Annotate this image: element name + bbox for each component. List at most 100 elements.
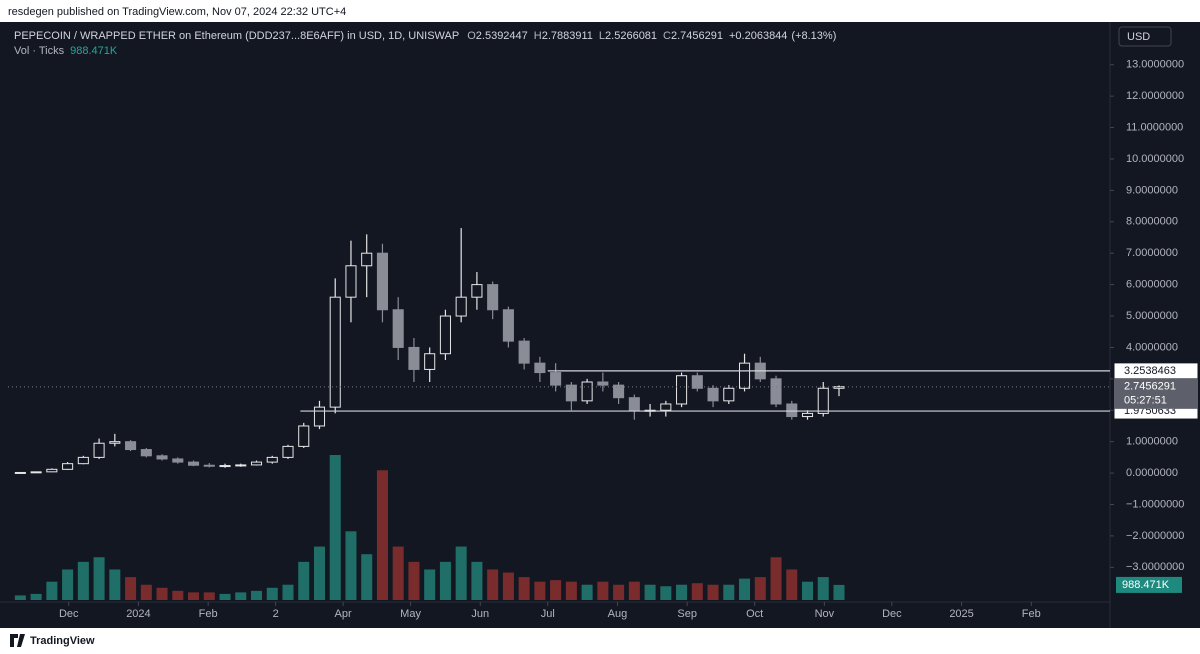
y-tick-label: 9.0000000 xyxy=(1126,184,1178,196)
volume-bar xyxy=(77,561,89,600)
volume-bar xyxy=(502,572,514,600)
volume-bar xyxy=(833,584,845,600)
symbol: PEPECOIN / WRAPPED ETHER on Ethereum (DD… xyxy=(14,30,459,42)
volume-bar xyxy=(786,569,798,600)
candle-body xyxy=(93,442,105,458)
candle-body xyxy=(298,425,310,447)
candle-body xyxy=(30,471,42,474)
symbol-line: PEPECOIN / WRAPPED ETHER on Ethereum (DD… xyxy=(14,30,836,42)
x-tick-label: 2025 xyxy=(949,608,973,620)
chart-pane xyxy=(0,22,1200,628)
y-tick-label: 12.0000000 xyxy=(1126,90,1184,102)
published-note: resdegen published on TradingView.com, N… xyxy=(8,6,346,18)
candle-body xyxy=(188,461,200,466)
volume-title: Vol · Ticks xyxy=(14,45,65,57)
y-tick-label: 5.0000000 xyxy=(1126,310,1178,322)
candle-body xyxy=(392,309,404,348)
y-tick-label: −1.0000000 xyxy=(1126,498,1184,510)
y-tick-label: 8.0000000 xyxy=(1126,216,1178,228)
candle-body xyxy=(471,284,483,298)
x-tick-label: Oct xyxy=(746,608,763,620)
candle-body xyxy=(424,353,436,370)
volume-bar xyxy=(754,577,766,600)
x-tick-label: Aug xyxy=(608,608,628,620)
candle-body xyxy=(707,387,719,402)
y-tick-label: 1.0000000 xyxy=(1126,436,1178,448)
y-tick-label: 6.0000000 xyxy=(1126,279,1178,291)
x-tick-label: 2 xyxy=(273,608,279,620)
ohlc-value: 2.7456291 xyxy=(671,30,723,42)
y-tick-label: 4.0000000 xyxy=(1126,341,1178,353)
currency-button[interactable] xyxy=(1118,26,1172,47)
volume-bar xyxy=(361,554,373,600)
brand: TradingView xyxy=(30,635,95,647)
volume-bar xyxy=(93,557,105,600)
candle-body xyxy=(345,265,357,298)
volume-bar xyxy=(770,557,782,600)
volume-bar xyxy=(282,584,294,600)
ohlc-letter: L xyxy=(599,30,605,42)
candle-body xyxy=(250,461,263,466)
candle-body xyxy=(770,378,782,405)
volume-bar xyxy=(251,590,263,600)
candle-body xyxy=(676,375,688,405)
volume-bar xyxy=(392,546,404,600)
candle-body xyxy=(613,384,625,399)
volume-bar xyxy=(376,470,388,600)
candle-body xyxy=(77,456,89,465)
candle-body xyxy=(628,397,640,411)
volume-bar xyxy=(581,584,593,600)
volume-bar xyxy=(550,580,562,600)
x-tick-label: Jun xyxy=(471,608,489,620)
ohlc-letter: H xyxy=(534,30,542,42)
candle-body xyxy=(361,252,373,267)
volume-bar xyxy=(203,592,215,600)
x-tick-label: May xyxy=(400,608,421,620)
candle-body xyxy=(109,441,121,444)
candle-body xyxy=(46,468,58,473)
candle-body xyxy=(739,362,751,389)
candle-body xyxy=(235,464,247,467)
last-volume-box xyxy=(1116,576,1182,593)
candle-body xyxy=(125,441,137,451)
x-tick-label: Sep xyxy=(677,608,697,620)
y-tick-label: 7.0000000 xyxy=(1126,247,1178,259)
candle-body xyxy=(723,387,735,402)
volume-bar xyxy=(156,587,168,600)
volume-bar xyxy=(739,578,751,600)
volume-bar xyxy=(518,577,530,600)
volume-bar xyxy=(597,581,609,600)
candle-body xyxy=(817,387,829,414)
y-tick-label: 13.0000000 xyxy=(1126,59,1184,71)
currency[interactable]: USD xyxy=(1127,31,1150,43)
last-price-box xyxy=(1114,378,1198,409)
volume-bar xyxy=(329,455,341,600)
volume-bar xyxy=(219,593,231,600)
ohlc-value: 2.7883911 xyxy=(542,30,593,42)
volume-bar xyxy=(487,569,499,600)
top-bar xyxy=(0,0,1200,22)
candle-body xyxy=(833,386,845,389)
x-tick-label: Jul xyxy=(541,608,555,620)
candle-body xyxy=(550,372,562,386)
x-tick-label: Dec xyxy=(882,608,902,620)
volume-bar xyxy=(140,584,152,600)
last-volume-label: 988.471K xyxy=(1122,579,1170,591)
candle-body xyxy=(313,406,326,427)
candle-body xyxy=(203,464,215,467)
candle-body xyxy=(140,449,152,457)
candle-body xyxy=(487,284,499,311)
volume-bar xyxy=(660,586,672,600)
volume-bar xyxy=(676,584,688,600)
volume-bar xyxy=(30,593,42,600)
candle-body xyxy=(329,296,341,408)
candle-body xyxy=(518,340,530,364)
y-tick-label: −2.0000000 xyxy=(1126,530,1184,542)
volume-bar xyxy=(565,581,577,600)
volume-bar xyxy=(802,581,814,600)
candle-body xyxy=(786,403,798,418)
change: +0.2063844 xyxy=(729,30,787,42)
candle-body xyxy=(219,465,231,468)
candle-body xyxy=(455,296,467,317)
